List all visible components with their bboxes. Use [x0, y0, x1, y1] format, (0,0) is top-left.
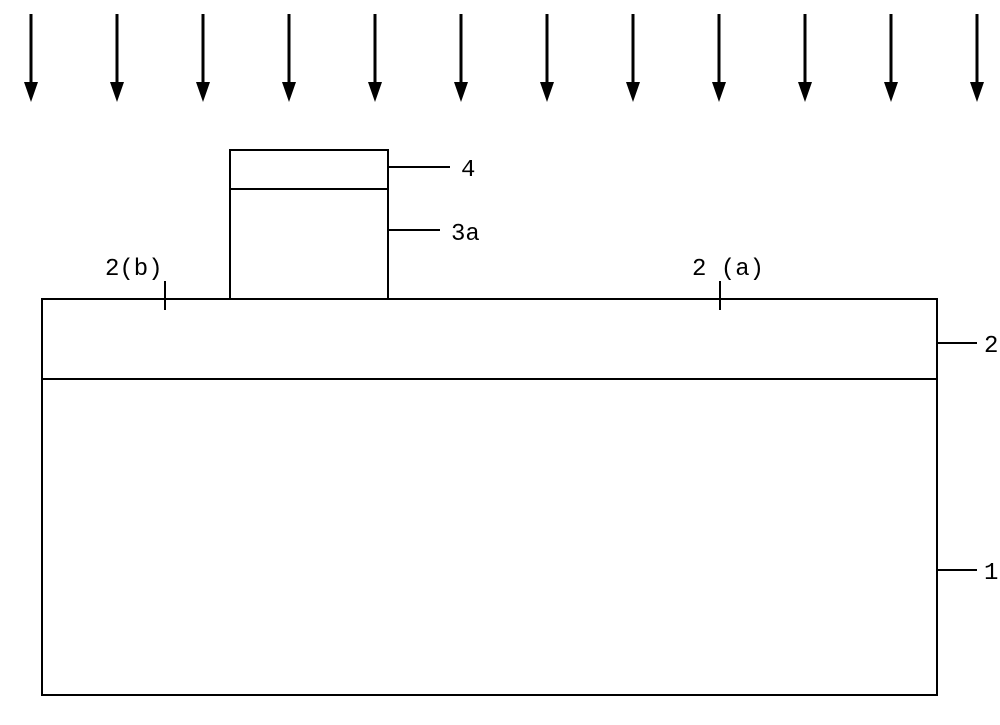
down-arrow-icon [540, 14, 554, 102]
down-arrow-icon [884, 14, 898, 102]
down-arrow-icon [110, 14, 124, 102]
label-2a: 2 (a) [692, 256, 764, 283]
label-2b: 2(b) [105, 256, 163, 283]
labels: 4 3a 2(b) 2 (a) 2 1 [105, 157, 998, 587]
implantation-arrows [24, 14, 984, 102]
down-arrow-icon [282, 14, 296, 102]
diagram-svg: 4 3a 2(b) 2 (a) 2 1 [0, 0, 1000, 725]
leader-lines [165, 167, 977, 570]
substrate-layer-1 [42, 299, 937, 695]
cap-layer-4 [230, 150, 388, 189]
down-arrow-icon [454, 14, 468, 102]
label-1: 1 [984, 560, 998, 587]
down-arrow-icon [970, 14, 984, 102]
layer-stack [42, 150, 937, 695]
gate-layer-3a [230, 189, 388, 299]
label-2: 2 [984, 333, 998, 360]
down-arrow-icon [798, 14, 812, 102]
down-arrow-icon [24, 14, 38, 102]
down-arrow-icon [712, 14, 726, 102]
label-4: 4 [461, 157, 475, 184]
label-3a: 3a [451, 221, 480, 248]
down-arrow-icon [626, 14, 640, 102]
down-arrow-icon [368, 14, 382, 102]
down-arrow-icon [196, 14, 210, 102]
